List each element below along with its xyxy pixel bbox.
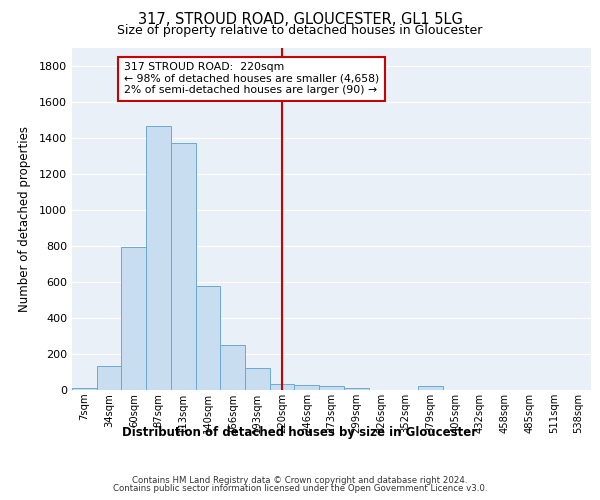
Text: Size of property relative to detached houses in Gloucester: Size of property relative to detached ho… (118, 24, 482, 37)
Bar (146, 126, 171, 390)
Text: Contains public sector information licensed under the Open Government Licence v3: Contains public sector information licen… (113, 484, 487, 493)
Text: Contains HM Land Registry data © Crown copyright and database right 2024.: Contains HM Land Registry data © Crown c… (132, 476, 468, 485)
Bar (344, 388, 368, 390)
Bar (196, 286, 220, 390)
Y-axis label: Number of detached properties: Number of detached properties (17, 126, 31, 312)
Bar (245, 368, 270, 390)
Bar (121, 246, 146, 390)
Text: Distribution of detached houses by size in Gloucester: Distribution of detached houses by size … (122, 426, 478, 439)
Bar (171, 143, 196, 390)
Bar (319, 386, 344, 390)
Bar (295, 386, 319, 390)
Text: 317, STROUD ROAD, GLOUCESTER, GL1 5LG: 317, STROUD ROAD, GLOUCESTER, GL1 5LG (137, 12, 463, 28)
Bar (270, 384, 295, 390)
Bar (220, 346, 245, 390)
Bar (418, 386, 443, 390)
Bar (72, 388, 97, 390)
Text: 317 STROUD ROAD:  220sqm
← 98% of detached houses are smaller (4,658)
2% of semi: 317 STROUD ROAD: 220sqm ← 98% of detache… (124, 62, 379, 95)
Bar (97, 366, 121, 390)
